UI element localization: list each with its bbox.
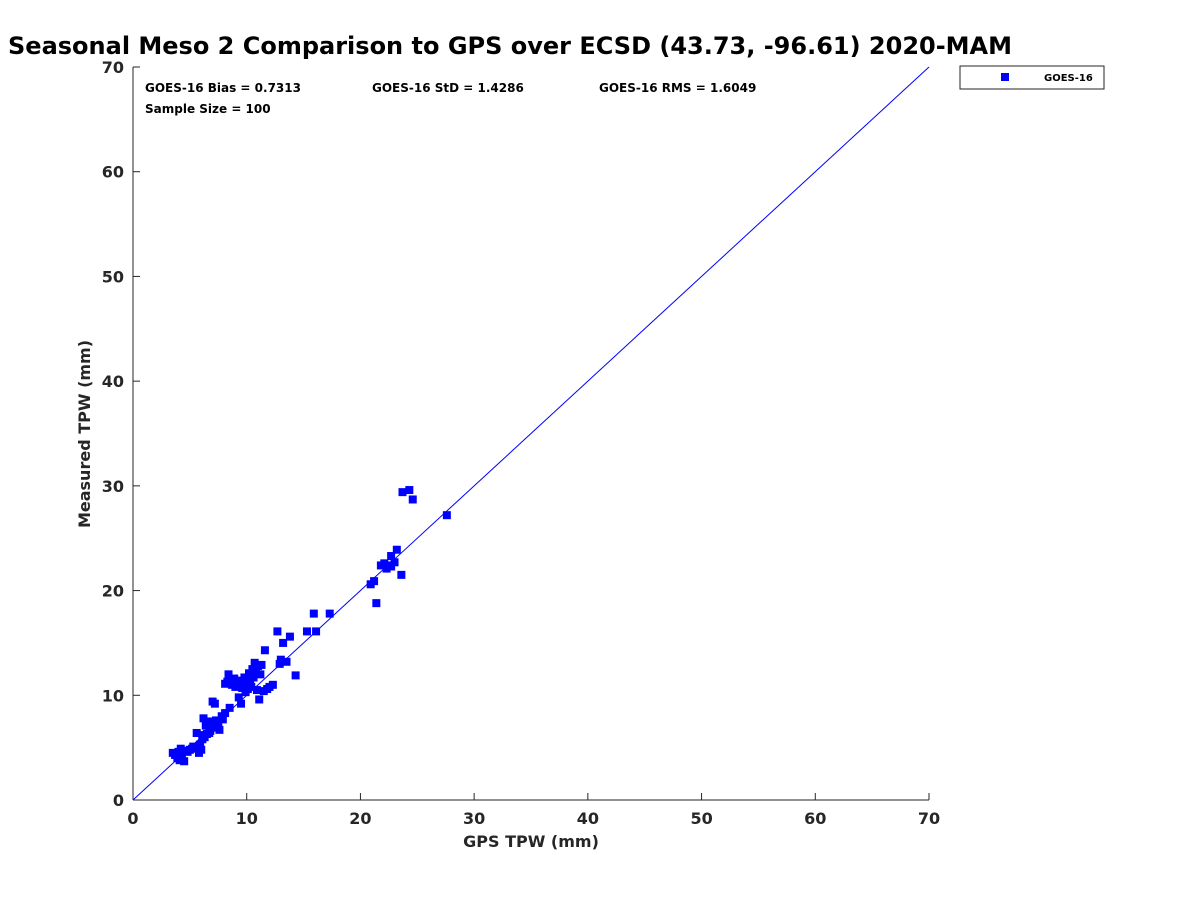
y-axis-label: Measured TPW (mm)	[75, 340, 94, 528]
data-point	[291, 671, 300, 680]
data-point	[256, 670, 265, 679]
data-point	[309, 609, 318, 618]
data-point	[212, 716, 221, 725]
y-tick-label: 40	[102, 372, 124, 391]
data-point	[405, 486, 414, 495]
data-point	[255, 695, 264, 704]
y-tick-label: 50	[102, 267, 124, 286]
data-point	[180, 757, 189, 766]
y-tick-label: 60	[102, 163, 124, 182]
data-point	[387, 562, 396, 571]
data-point	[370, 577, 379, 586]
y-tick-label: 0	[113, 791, 124, 810]
x-tick-label: 10	[236, 809, 258, 828]
data-point	[380, 559, 389, 568]
bias-annotation: GOES-16 Bias = 0.7313	[145, 81, 301, 95]
data-point	[199, 714, 208, 723]
data-point	[217, 712, 226, 721]
sample-size-annotation: Sample Size = 100	[145, 102, 271, 116]
x-tick-label: 50	[690, 809, 712, 828]
x-tick-label: 20	[349, 809, 371, 828]
data-point	[275, 659, 284, 668]
legend: GOES-16	[959, 65, 1105, 90]
data-point	[248, 671, 257, 680]
data-point	[372, 599, 381, 608]
reference-line-layer	[132, 66, 930, 801]
x-axis-ticks: 0 10 20 30 40 50 60 70	[127, 793, 940, 828]
data-point	[209, 723, 218, 732]
data-point	[325, 609, 334, 618]
legend-marker	[1001, 73, 1009, 81]
x-tick-label: 60	[804, 809, 826, 828]
data-point	[442, 511, 451, 520]
y-tick-label: 70	[102, 58, 124, 77]
data-point	[175, 756, 184, 765]
data-point	[397, 570, 406, 579]
data-point	[237, 699, 246, 708]
data-point	[234, 693, 243, 702]
x-tick-label: 0	[127, 809, 138, 828]
data-point	[232, 681, 241, 690]
x-tick-label: 30	[463, 809, 485, 828]
data-point	[252, 686, 261, 695]
data-point	[176, 744, 185, 753]
y-tick-label: 20	[102, 582, 124, 601]
y-axis-ticks: 0 10 20 30 40 50 60 70	[102, 58, 140, 810]
x-tick-label: 70	[918, 809, 940, 828]
data-point	[196, 740, 205, 749]
data-point	[189, 742, 198, 751]
data-point	[282, 657, 291, 666]
data-point	[223, 677, 232, 686]
data-point	[192, 728, 201, 737]
data-point	[312, 627, 321, 636]
data-point	[268, 680, 277, 689]
legend-box	[959, 65, 1105, 90]
data-point	[225, 703, 234, 712]
data-point	[224, 670, 233, 679]
std-annotation: GOES-16 StD = 1.4286	[372, 81, 524, 95]
data-point	[276, 655, 285, 664]
legend-label: GOES-16	[1044, 73, 1093, 84]
y-tick-label: 10	[102, 686, 124, 705]
y-tick-label: 30	[102, 477, 124, 496]
one-to-one-line	[132, 66, 930, 801]
data-point	[387, 552, 396, 561]
data-point	[177, 752, 186, 761]
data-point	[257, 660, 266, 669]
data-point	[263, 685, 272, 694]
x-tick-label: 40	[577, 809, 599, 828]
data-point	[201, 721, 210, 730]
data-point	[408, 495, 417, 504]
data-point	[210, 699, 219, 708]
data-point	[246, 678, 255, 687]
data-point	[197, 745, 206, 754]
data-point	[392, 545, 401, 554]
x-axis-label: GPS TPW (mm)	[463, 832, 599, 851]
rms-annotation: GOES-16 RMS = 1.6049	[599, 81, 756, 95]
data-point	[279, 638, 288, 647]
data-point	[390, 558, 399, 567]
data-point	[205, 728, 214, 737]
chart-title: Seasonal Meso 2 Comparison to GPS over E…	[8, 32, 1012, 60]
data-point	[247, 682, 256, 691]
data-point	[215, 725, 224, 734]
data-point	[302, 627, 311, 636]
data-points-layer	[168, 486, 451, 766]
data-point	[273, 627, 282, 636]
data-point	[207, 719, 216, 728]
data-point	[398, 488, 407, 497]
data-point	[238, 683, 247, 692]
data-point	[260, 646, 269, 655]
data-point	[230, 674, 239, 683]
data-point	[285, 632, 294, 641]
